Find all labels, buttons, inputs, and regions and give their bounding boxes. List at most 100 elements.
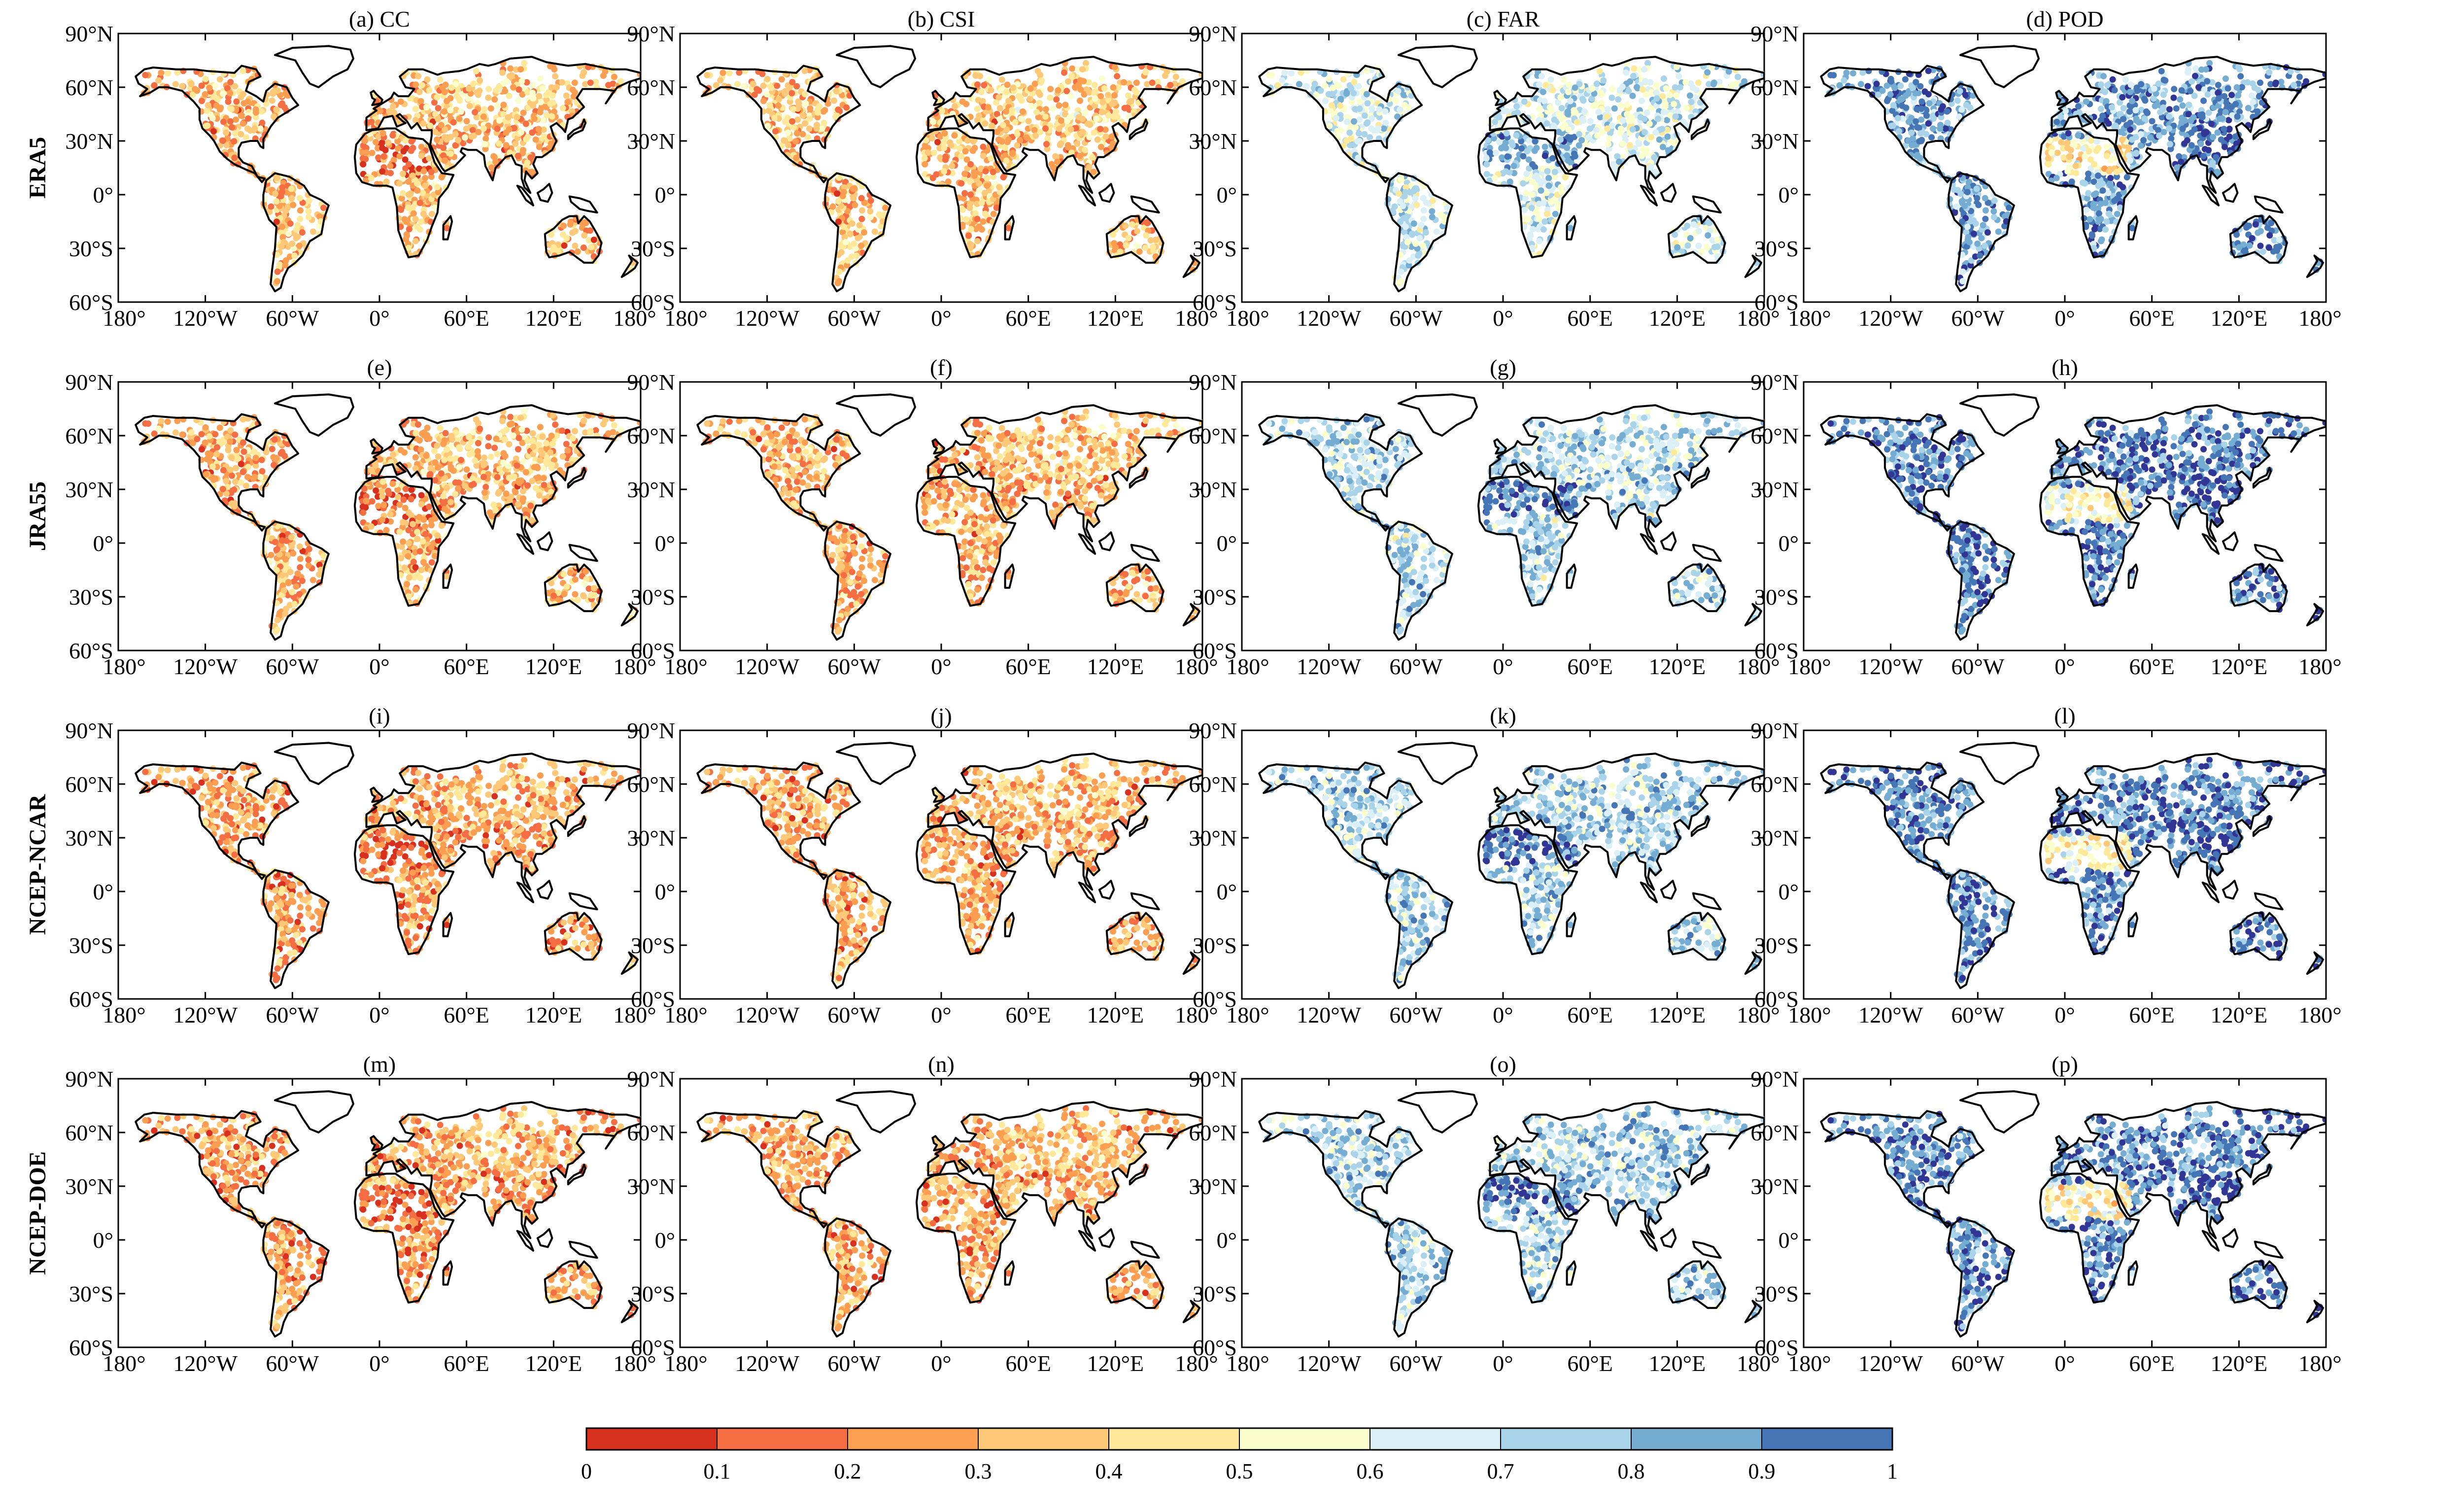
station-point [482,135,489,142]
station-point [1890,102,1897,108]
station-point [939,107,945,114]
station-point [1711,79,1717,86]
station-point [1942,125,1949,132]
station-point [990,210,997,217]
station-point [930,149,937,156]
station-point [296,242,303,249]
station-point [238,131,244,137]
station-point [202,75,209,82]
station-point [1659,126,1666,133]
station-point [227,90,234,97]
station-point [1397,218,1403,225]
station-point [305,214,312,220]
station-point [396,180,403,187]
station-point [1527,232,1534,239]
station-point [962,148,969,155]
station-point [416,89,423,96]
station-point [1092,95,1098,102]
station-point [485,94,492,101]
station-point [294,222,301,229]
station-point [1343,137,1350,144]
station-point [282,257,289,264]
station-point [1544,168,1551,174]
station-point [841,184,848,191]
station-point [2143,108,2150,115]
station-point [252,106,259,113]
station-point [1402,189,1409,196]
station-point [422,174,429,181]
station-point [500,111,507,118]
station-point [2123,174,2130,181]
station-point [1827,71,1834,78]
station-point [1864,83,1871,90]
station-point [1047,94,1054,101]
station-point [2087,156,2094,163]
station-point [209,115,216,122]
station-point [1541,98,1548,104]
station-point [2053,118,2060,125]
station-point [1077,98,1083,104]
station-point [2244,79,2251,86]
station-point [959,98,966,105]
station-point [1849,70,1856,77]
station-point [2221,126,2227,133]
station-point [1626,142,1633,149]
station-point [1639,98,1645,104]
x-tick-label: 180° [103,306,145,331]
station-point [297,215,304,222]
station-point [1564,144,1571,151]
station-point [949,163,956,170]
station-point [1047,122,1054,129]
station-point [529,129,536,136]
station-point [219,137,226,144]
station-point [988,87,994,94]
station-point [1152,237,1159,243]
station-point [1547,76,1554,83]
station-point [1352,124,1359,131]
station-point [414,180,421,187]
station-point [452,81,459,88]
station-point [1038,77,1045,84]
station-point [763,91,770,98]
station-point [814,106,821,113]
station-point [979,98,986,104]
station-point [1667,97,1674,103]
station-point [434,94,441,101]
station-point [936,145,943,152]
station-point [398,195,405,202]
station-point [1368,125,1374,132]
station-point [2107,182,2114,189]
station-point [463,118,470,125]
station-point [964,137,971,144]
station-point [2188,142,2195,149]
station-point [1322,82,1329,89]
station-point [1420,195,1427,202]
station-point [1974,240,1981,247]
station-point [2048,149,2055,156]
station-point [204,107,210,114]
station-point [833,88,840,95]
station-point [1325,91,1332,98]
station-point [431,205,438,211]
station-point [1513,132,1520,139]
station-point [202,91,208,98]
station-point [1084,120,1091,127]
coastline-madagascar [442,215,453,240]
station-point [793,154,800,161]
station-point [2265,244,2272,251]
station-point [537,99,544,105]
station-point [940,139,947,146]
station-point [1641,129,1648,136]
station-point [1841,77,1848,84]
station-point [1704,69,1711,76]
station-point [1536,81,1542,88]
station-point [787,98,793,105]
station-point [404,232,411,239]
station-point [1677,84,1683,91]
station-point [1054,158,1061,165]
station-point [1508,139,1515,146]
station-point [380,153,387,160]
station-point [549,64,556,70]
station-point [982,168,989,174]
